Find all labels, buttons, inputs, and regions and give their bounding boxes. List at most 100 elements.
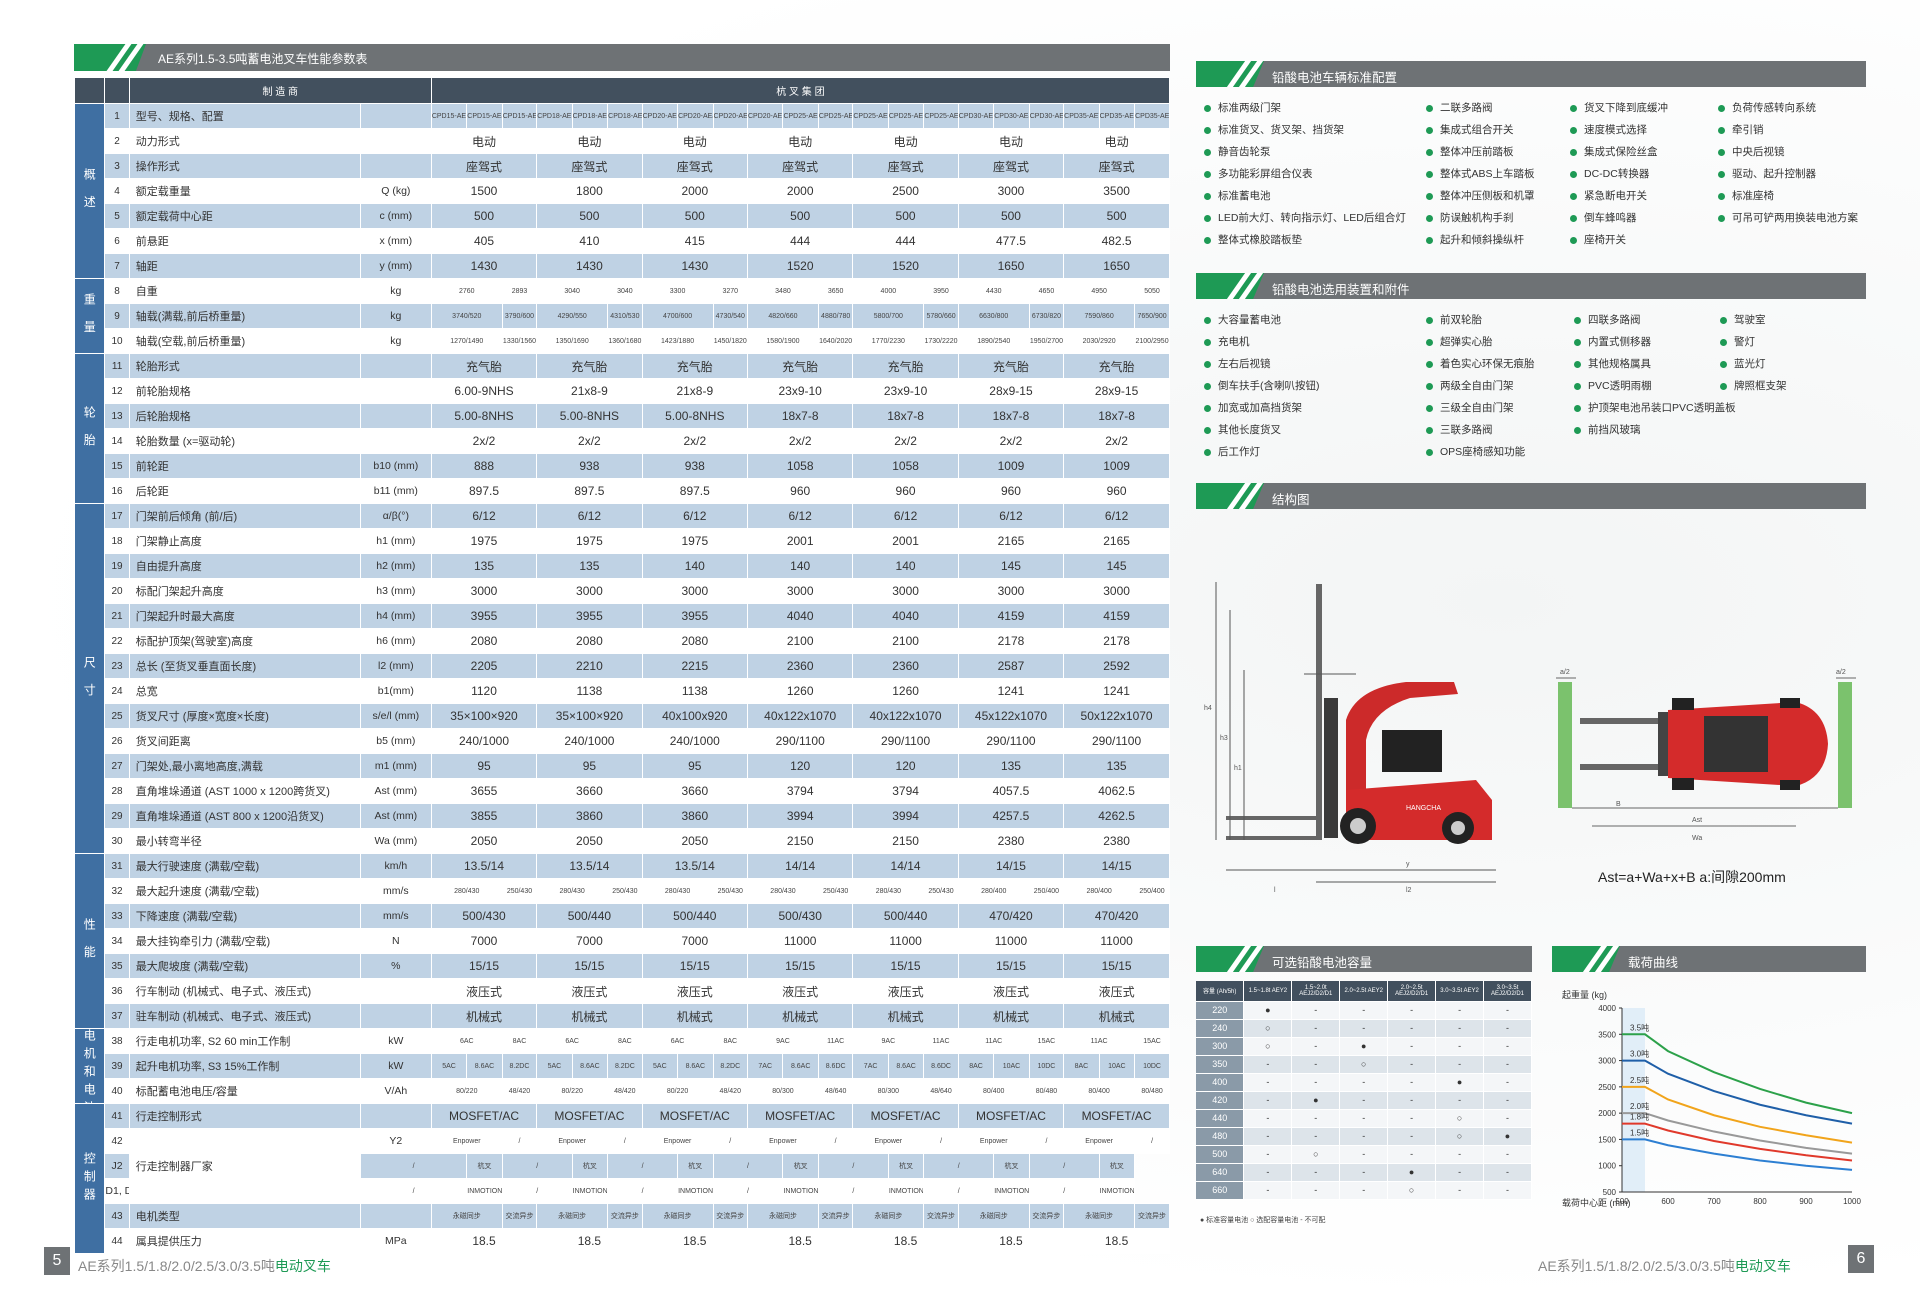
- value-cell: 80/300: [746, 1078, 819, 1104]
- row-name: 总长 (至货叉垂直面长度): [128, 653, 361, 679]
- row-number: 9: [104, 303, 130, 329]
- row-unit: x (mm): [359, 228, 432, 254]
- value-cell: 永磁同步: [430, 1203, 503, 1229]
- value-cell: 410: [536, 228, 643, 254]
- load-curve-chart: 500 1000 1500 2000 2500 3000 3500 4000 500 600 700…: [1562, 989, 1861, 1208]
- battery-mark: -: [1339, 1127, 1389, 1146]
- overhead-guard: [1346, 682, 1458, 810]
- value-cell: 145: [957, 553, 1065, 579]
- value-cell: 14/15: [957, 853, 1065, 879]
- value-cell: 10DC: [1134, 1053, 1170, 1079]
- value-cell: 3000: [1063, 578, 1170, 604]
- spec-row: 34 最大挂钩牵引力 (满载/空载) N 7000 7000 7000 11000 11000…: [75, 928, 1170, 954]
- battery-mark: ●: [1483, 1127, 1532, 1146]
- row-name: 后轮胎规格: [128, 403, 361, 429]
- value-cell: 8AC: [1063, 1053, 1100, 1079]
- value-cell: 500/430: [746, 903, 854, 929]
- value-cell: 500: [430, 203, 538, 229]
- value-cell: 135: [536, 553, 643, 579]
- model-cell: CPD20-AED1: [712, 103, 748, 129]
- row-unit: kW: [359, 1028, 432, 1054]
- value-cell: 永磁同步: [641, 1203, 714, 1229]
- value-cell: 14/14: [852, 853, 959, 879]
- group-label: 尺 寸: [73, 503, 106, 854]
- row-unit: h4 (mm): [359, 603, 432, 629]
- row-unit: m1 (mm): [359, 753, 432, 779]
- battery-row: 480- - - - ○ ●: [1196, 1127, 1532, 1146]
- row-unit: [359, 1003, 432, 1029]
- feature-item: 集成式组合开关: [1426, 122, 1514, 137]
- value-cell: 8AC: [957, 1053, 995, 1079]
- value-cell: 23x9-10: [746, 378, 854, 404]
- value-cell: 11AC: [923, 1028, 959, 1054]
- value-cell: 6.00-9NHS: [430, 378, 538, 404]
- value-cell: 280/430: [430, 878, 503, 904]
- manufacturer-label: 制 造 商: [128, 77, 432, 104]
- battery-mark: ●: [1435, 1073, 1485, 1092]
- value-cell: 280/400: [957, 878, 1030, 904]
- series-line: [1622, 1112, 1853, 1155]
- value-cell: 交流异步: [712, 1203, 748, 1229]
- value-cell: 2150: [746, 828, 854, 854]
- value-cell: 永磁同步: [1063, 1203, 1136, 1229]
- value-cell: 15/15: [852, 953, 959, 979]
- value-cell: 杭叉: [677, 1153, 714, 1179]
- dim-label: B: [1616, 801, 1621, 808]
- std-config-title: 铅酸电池车辆标准配置: [1272, 71, 1398, 85]
- row-number: 23: [104, 653, 130, 679]
- footer-left: AE系列1.5/1.8/2.0/2.5/3.0/3.5吨电动叉车: [78, 1256, 331, 1276]
- row-number: 6: [104, 228, 130, 254]
- row-unit: [359, 1103, 432, 1129]
- rear-hub: [1451, 821, 1465, 835]
- value-cell: 4040: [746, 603, 854, 629]
- spec-row: 36 行车制动 (机械式、电子式、液压式) 液压式 液压式 液压式 液压式 液压式 液压式 液压…: [75, 978, 1170, 1004]
- value-cell: 8AC: [712, 1028, 748, 1054]
- value-cell: 2x/2: [641, 428, 748, 454]
- value-cell: 23x9-10: [852, 378, 959, 404]
- value-cell: 6AC: [641, 1028, 714, 1054]
- row-number: 31: [104, 853, 130, 879]
- value-cell: 18.5: [957, 1228, 1065, 1254]
- value-cell: 240/1000: [536, 728, 643, 754]
- value-cell: 1241: [957, 678, 1065, 704]
- value-cell: 8.2DC: [607, 1053, 643, 1079]
- spec-row: 33 下降速度 (满载/空载) mm/s 500/430 500/440 500/440 5…: [75, 903, 1170, 929]
- value-cell: 2360: [852, 653, 959, 679]
- feature-item: 牵引销: [1718, 122, 1764, 137]
- feature-item: 左右后视镜: [1204, 356, 1271, 371]
- value-cell: 2080: [430, 628, 538, 654]
- spec-row: 重 量 8 自重 kg 2760 2893 3040 3040 3300 3270 3480 3650…: [73, 278, 1170, 354]
- value-cell: 6/12: [746, 503, 854, 529]
- value-cell: 938: [641, 453, 748, 479]
- structure-title: 结构图: [1272, 493, 1310, 507]
- x-tick-label: 600: [1661, 1197, 1675, 1206]
- spec-row: 26 货叉间距离 b5 (mm) 240/1000 240/1000 240/1000 29…: [75, 728, 1170, 754]
- value-cell: 1500: [430, 178, 538, 204]
- value-cell: 18.5: [746, 1228, 854, 1254]
- feature-item: 超弹实心胎: [1426, 334, 1493, 349]
- cab-top: [1704, 716, 1768, 772]
- value-cell: 2210: [536, 653, 643, 679]
- value-cell: 500: [536, 203, 643, 229]
- battery-mark: -: [1435, 1055, 1485, 1074]
- feature-item: 起升和倾斜操纵杆: [1426, 232, 1524, 247]
- value-cell: 2150: [852, 828, 959, 854]
- value-cell: 1009: [1063, 453, 1170, 479]
- spec-row: 21 门架起升时最大高度 h4 (mm) 3955 3955 3955 4040 4040 41…: [75, 603, 1170, 629]
- row-unit: b10 (mm): [359, 453, 432, 479]
- row-unit: Y2: [359, 1128, 432, 1154]
- value-cell: 2050: [430, 828, 538, 854]
- spec-row: 轮 胎 11 轮胎形式 充气胎 充气胎 充气胎 充气胎 充气胎 充气胎 充气胎: [73, 353, 1170, 504]
- feature-item: 整体冲压前踏板: [1426, 144, 1514, 159]
- battery-mark: ○: [1435, 1109, 1485, 1128]
- value-cell: 15AC: [1028, 1028, 1065, 1054]
- group-label: 概 述: [73, 103, 106, 279]
- value-cell: /: [359, 1153, 468, 1179]
- x-tick-label: 700: [1707, 1197, 1721, 1206]
- model-cell: CPD25-AEY2: [852, 103, 889, 129]
- value-cell: 18.5: [1063, 1228, 1170, 1254]
- spec-row: 40 标配蓄电池电压/容量 V/Ah 80/220 48/420 80/220 48/420…: [75, 1078, 1170, 1104]
- row-unit: h2 (mm): [359, 553, 432, 579]
- row-name: 货叉间距离: [128, 728, 361, 754]
- std-config-header: 铅酸电池车辆标准配置: [1196, 61, 1866, 87]
